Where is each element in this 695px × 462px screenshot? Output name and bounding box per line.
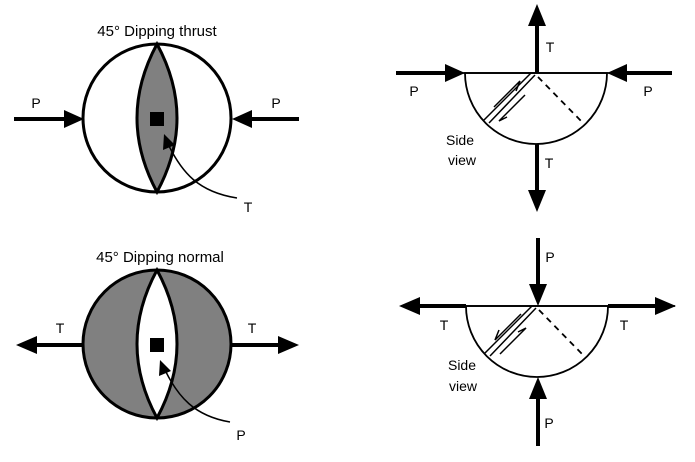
thrust-side-view-label-1: Side [446,132,474,148]
thrust-p-right-arrow-head [232,110,252,128]
thrust-p-left-label: P [31,95,40,111]
normal-side-p-bottom-arrow-head [529,377,547,399]
normal-side-fault-plane-2 [484,305,533,354]
thrust-side-slip-arrow-down [498,94,526,122]
thrust-side-t-bottom-label: T [545,155,554,171]
thrust-side-view-group: T T P P Side view [396,4,672,212]
normal-side-t-right-arrow-head [655,297,676,315]
normal-side-view-label-1: Side [448,357,476,373]
thrust-p-right-label: P [271,95,280,111]
normal-side-t-right-label: T [620,317,629,333]
normal-side-p-top-arrow-head [529,284,547,306]
normal-beachball-group: 45° Dipping normal T T P [16,249,299,443]
thrust-side-fault-plane-2 [483,72,532,121]
thrust-t-pointer-line [168,145,238,199]
thrust-side-p-left-arrow-head [445,64,465,82]
thrust-side-p-right-label: P [643,83,652,99]
thrust-side-t-down-arrow-head [528,190,546,212]
thrust-side-p-right-arrow-head [607,64,627,82]
normal-t-left-arrow-head [16,336,37,354]
normal-side-view-label-2: view [449,378,478,394]
normal-t-right-arrow-head [278,336,299,354]
normal-side-fault-plane [489,307,537,357]
thrust-beachball-group: 45° Dipping thrust P P T [14,23,299,215]
thrust-side-p-left-label: P [409,83,418,99]
normal-side-t-left-arrow-head [399,297,420,315]
normal-side-p-top-label: P [545,249,554,265]
normal-title: 45° Dipping normal [96,249,224,266]
thrust-side-t-top-label: T [546,39,555,55]
normal-side-view-group: P P T T Side view [399,238,676,446]
normal-side-slip-arrow-up [499,327,527,355]
normal-p-axis-square [150,338,164,352]
thrust-side-slip-arrow-up [493,80,521,108]
normal-t-left-label: T [56,320,65,336]
normal-side-hemisphere [465,305,609,378]
normal-side-p-bottom-label: P [544,415,553,431]
thrust-side-t-up-arrow-head [528,4,546,26]
normal-side-t-left-label: T [440,317,449,333]
thrust-t-pointer-head [163,134,175,150]
thrust-side-view-label-2: view [448,152,477,168]
thrust-side-fault-plane [488,74,536,124]
normal-side-slip-arrow-down [494,313,522,341]
normal-t-right-label: T [248,320,257,336]
thrust-t-axis-square [150,112,164,126]
normal-p-pointer-head [159,360,171,376]
normal-p-pointer-label: P [236,427,245,443]
thrust-p-left-arrow-head [64,110,84,128]
thrust-side-hemisphere [464,72,608,145]
thrust-title: 45° Dipping thrust [97,23,217,40]
thrust-t-pointer-label: T [244,199,253,215]
normal-p-pointer-line [165,371,231,423]
